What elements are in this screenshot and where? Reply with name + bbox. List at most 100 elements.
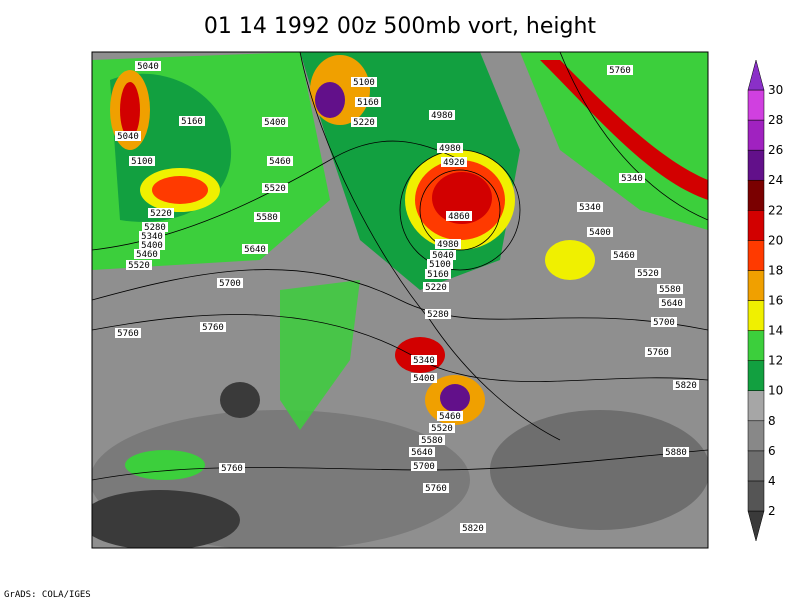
map xyxy=(92,52,708,548)
contour-label-bg xyxy=(262,183,288,193)
colorbar-tick-label: 14 xyxy=(768,324,783,338)
contour-label: 5700 xyxy=(219,279,241,289)
contour-label-bg xyxy=(429,423,455,433)
contour-label: 5040 xyxy=(117,132,139,142)
contour-label-bg xyxy=(135,61,161,71)
colorbar-tick-label: 2 xyxy=(768,504,776,518)
contour-label: 5160 xyxy=(181,117,203,127)
contour-label-bg xyxy=(242,244,268,254)
contour-label-bg xyxy=(139,240,165,250)
contour-label: 5520 xyxy=(264,184,286,194)
contour-label: 5340 xyxy=(413,356,435,366)
colorbar-segment xyxy=(747,330,765,361)
contour-label-bg xyxy=(645,347,671,357)
contour-label: 5340 xyxy=(579,203,601,213)
colorbar-tick-label: 12 xyxy=(768,354,783,368)
contour-label-bg xyxy=(129,156,155,166)
contour-label: 4980 xyxy=(437,240,459,250)
contour-label: 5820 xyxy=(675,381,697,391)
colorbar-segment xyxy=(747,480,765,512)
contour-label: 5220 xyxy=(353,118,375,128)
contour-label-bg xyxy=(267,156,293,166)
contour-label: 5760 xyxy=(202,323,224,333)
colorbar-tick-label: 16 xyxy=(768,294,783,308)
contour-label: 5640 xyxy=(661,299,683,309)
contour-label-bg xyxy=(437,143,463,153)
contour-label-bg xyxy=(607,65,633,75)
contour-label-bg xyxy=(419,435,445,445)
contour-label: 5580 xyxy=(256,213,278,223)
colorbar-segment xyxy=(747,390,765,422)
contour-label-bg xyxy=(441,157,467,167)
contour-label: 4860 xyxy=(448,212,470,222)
contour-label: 5520 xyxy=(431,424,453,434)
contour-label-bg xyxy=(134,249,160,259)
contour-label: 5460 xyxy=(136,250,158,260)
contour-label: 5160 xyxy=(427,270,449,280)
contour-label-bg xyxy=(139,231,165,241)
contour-label-bg xyxy=(219,463,245,473)
contour-label: 5100 xyxy=(353,78,375,88)
colorbar-tick-label: 6 xyxy=(768,444,776,458)
contour-label: 5400 xyxy=(264,118,286,128)
colorbar-segment xyxy=(747,420,765,452)
contour-label-bg xyxy=(254,212,280,222)
colorbar-high-end xyxy=(747,59,765,91)
contour-label: 5100 xyxy=(429,260,451,270)
colorbar-segment xyxy=(747,89,765,121)
contour-label-bg xyxy=(351,117,377,127)
contour-label-bg xyxy=(577,202,603,212)
contour-label-bg xyxy=(435,239,461,249)
contour-labels: 5040504051605100522052805340540054605520… xyxy=(115,61,699,534)
colorbar-tick-label: 26 xyxy=(768,143,783,157)
colorbar-low-end xyxy=(747,510,765,542)
contour-label-bg xyxy=(423,483,449,493)
colorbar-tick-label: 24 xyxy=(768,173,783,187)
contour-label-bg xyxy=(446,211,472,221)
contour-label-bg xyxy=(200,322,226,332)
colorbar-segment xyxy=(747,210,765,241)
contour-label: 5700 xyxy=(653,318,675,328)
contour-label-bg xyxy=(427,259,453,269)
contour-label: 5760 xyxy=(425,484,447,494)
colorbar-segment xyxy=(747,360,765,391)
contour-label-bg xyxy=(355,97,381,107)
contour-label: 5760 xyxy=(221,464,243,474)
contour-label-bg xyxy=(409,447,435,457)
colorbar-segment xyxy=(747,179,765,211)
contour-label: 4980 xyxy=(439,144,461,154)
contour-label: 5760 xyxy=(609,66,631,76)
contour-label-bg xyxy=(411,355,437,365)
contour-label: 5460 xyxy=(269,157,291,167)
colorbar-segment xyxy=(747,119,765,151)
contour-label-bg xyxy=(423,282,449,292)
contour-label-bg xyxy=(663,447,689,457)
contour-label-bg xyxy=(217,278,243,288)
contour-label-bg xyxy=(411,373,437,383)
contour-label: 5760 xyxy=(117,329,139,339)
contour-label: 5400 xyxy=(141,241,163,251)
colorbar-tick-label: 20 xyxy=(768,233,783,247)
colorbar-segment xyxy=(747,450,765,482)
contour-label: 5700 xyxy=(413,462,435,472)
contour-label-bg xyxy=(619,173,645,183)
contour-label-bg xyxy=(142,222,168,232)
contour-label-bg xyxy=(179,116,205,126)
colorbar-tick-label: 18 xyxy=(768,263,783,277)
contour-label: 5280 xyxy=(427,310,449,320)
contour-label: 5220 xyxy=(150,209,172,219)
contour-label: 5100 xyxy=(131,157,153,167)
map-frame xyxy=(91,51,709,549)
contour-label: 4980 xyxy=(431,111,453,121)
contour-label: 5580 xyxy=(421,436,443,446)
contour-label-bg xyxy=(651,317,677,327)
contour-label: 5040 xyxy=(137,62,159,72)
colorbar-tick-label: 22 xyxy=(768,203,783,217)
contour-label: 5160 xyxy=(357,98,379,108)
contour-label: 5880 xyxy=(665,448,687,458)
contour-label-bg xyxy=(659,298,685,308)
contour-label: 5340 xyxy=(621,174,643,184)
contour-label-bg xyxy=(611,250,637,260)
